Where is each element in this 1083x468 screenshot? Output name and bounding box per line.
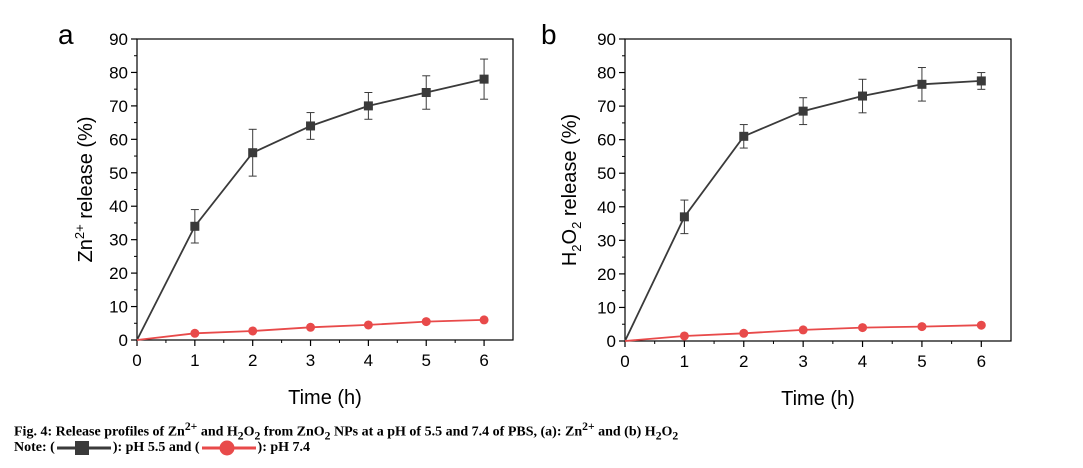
note-text: ): pH 5.5 and ( (112, 440, 200, 456)
y-tick-label: 50 (597, 164, 616, 183)
caption-text: O (243, 424, 255, 440)
data-point-square (363, 101, 373, 111)
y-axis-title-text: Zn (75, 239, 97, 262)
x-tick-label: 0 (132, 351, 141, 370)
y-tick-label: 30 (597, 231, 616, 250)
x-axis-title: Time (h) (781, 388, 855, 410)
panel-label: a (58, 19, 74, 50)
chart-panel-a: a 0 10 20 30 40 50 60 70 80 90 0 1 2 3 4 5 6 Time (h) Zn2+ … (58, 19, 514, 409)
data-point-square (421, 88, 431, 98)
data-point-circle (248, 326, 258, 336)
data-point-square (798, 106, 808, 116)
x-tick-label: 4 (364, 351, 373, 370)
data-point-square (679, 212, 689, 222)
data-point-circle (306, 322, 316, 332)
plot-frame (136, 38, 514, 341)
y-axis-title-text: release (%) (75, 117, 97, 225)
figure-caption: Fig. 4: Release profiles of Zn2+ and H2O… (14, 420, 678, 442)
y-tick-label: 70 (109, 97, 128, 116)
note-text: ): pH 7.4 (257, 440, 311, 456)
data-point-square (917, 79, 927, 89)
y-tick-label: 10 (109, 298, 128, 317)
data-point-square (858, 91, 868, 101)
x-tick-label: 6 (977, 352, 986, 371)
data-point-circle (798, 325, 808, 335)
caption-subscript: 2 (324, 429, 331, 443)
data-point-square (479, 74, 489, 84)
y-tick-label: 60 (597, 131, 616, 150)
y-tick-label: 30 (109, 231, 128, 250)
caption-text: NPs at a pH of 5.5 and 7.4 of PBS, (a): … (330, 424, 583, 440)
y-tick-label: 0 (607, 332, 616, 351)
x-tick-label: 3 (798, 352, 807, 371)
caption-text: O (661, 424, 673, 440)
caption-superscript: 2+ (184, 420, 198, 433)
y-axis-title-text: H (559, 252, 581, 266)
y-tick-label: 70 (597, 97, 616, 116)
data-point-circle (858, 323, 868, 333)
y-tick-label: 50 (109, 164, 128, 183)
caption-text: from ZnO (260, 424, 325, 440)
x-tick-label: 3 (306, 351, 315, 370)
y-tick-label: 20 (597, 265, 616, 284)
data-point-circle (976, 320, 986, 330)
x-tick-label: 1 (190, 351, 199, 370)
data-point-circle (739, 328, 749, 338)
caption-subscript: 2 (254, 429, 261, 443)
x-tick-label: 2 (248, 351, 257, 370)
y-tick-label: 20 (109, 264, 128, 283)
x-tick-label: 1 (680, 352, 689, 371)
y-tick-label: 60 (109, 130, 128, 149)
figure-note: Note: ( ): pH 5.5 and ( ): pH 7.4 (14, 440, 310, 456)
caption-text: and (b) H (594, 424, 656, 440)
data-point-square (976, 76, 986, 86)
chart-panel-b: b 0 10 20 30 40 50 60 70 80 90 0 1 2 3 4 5 6 Time (h) H2O2 … (541, 19, 1012, 410)
x-tick-label: 5 (917, 352, 926, 371)
y-axis-title-text: release (%) (559, 114, 581, 222)
x-tick-label: 5 (421, 351, 430, 370)
y-tick-label: 90 (109, 30, 128, 49)
panel-label: b (541, 19, 557, 50)
caption-superscript: 2+ (582, 420, 595, 433)
y-axis-title-subscript: 2 (569, 222, 584, 229)
y-tick-label: 80 (597, 64, 616, 83)
data-point-square (190, 221, 200, 231)
data-point-circle (421, 317, 431, 327)
data-point-circle (679, 331, 689, 341)
data-point-circle (917, 322, 927, 332)
x-tick-label: 6 (479, 351, 488, 370)
y-tick-label: 90 (597, 30, 616, 49)
y-tick-label: 40 (597, 198, 616, 217)
x-tick-label: 0 (620, 352, 629, 371)
data-point-square (248, 148, 258, 158)
legend-circle-marker-icon (201, 440, 256, 456)
caption-text: Fig. 4: Release profiles of Zn (14, 424, 185, 440)
caption-subscript: 2 (672, 429, 679, 443)
y-axis-title: H2O2 release (%) (559, 114, 584, 266)
plot-frame (624, 38, 1012, 342)
y-axis-title: Zn2+ release (%) (72, 117, 97, 263)
y-tick-label: 80 (109, 63, 128, 82)
legend-square-marker-icon (56, 441, 111, 455)
y-tick-label: 40 (109, 197, 128, 216)
caption-text: and H (197, 424, 238, 440)
data-point-square (739, 131, 749, 141)
x-axis-title: Time (h) (288, 387, 362, 409)
caption-subscript: 2 (237, 429, 244, 443)
y-tick-label: 10 (597, 298, 616, 317)
data-point-circle (363, 320, 373, 330)
y-axis-title-text: O (559, 229, 581, 245)
data-point-square (306, 121, 316, 131)
y-axis-title-superscript: 2+ (72, 224, 87, 239)
x-tick-label: 4 (858, 352, 867, 371)
x-tick-label: 2 (739, 352, 748, 371)
y-tick-label: 0 (119, 331, 128, 350)
y-axis-title-subscript: 2 (569, 244, 584, 251)
data-point-circle (190, 328, 200, 338)
data-point-circle (479, 315, 489, 325)
caption-subscript: 2 (655, 429, 662, 443)
note-text: Note: ( (14, 440, 55, 456)
